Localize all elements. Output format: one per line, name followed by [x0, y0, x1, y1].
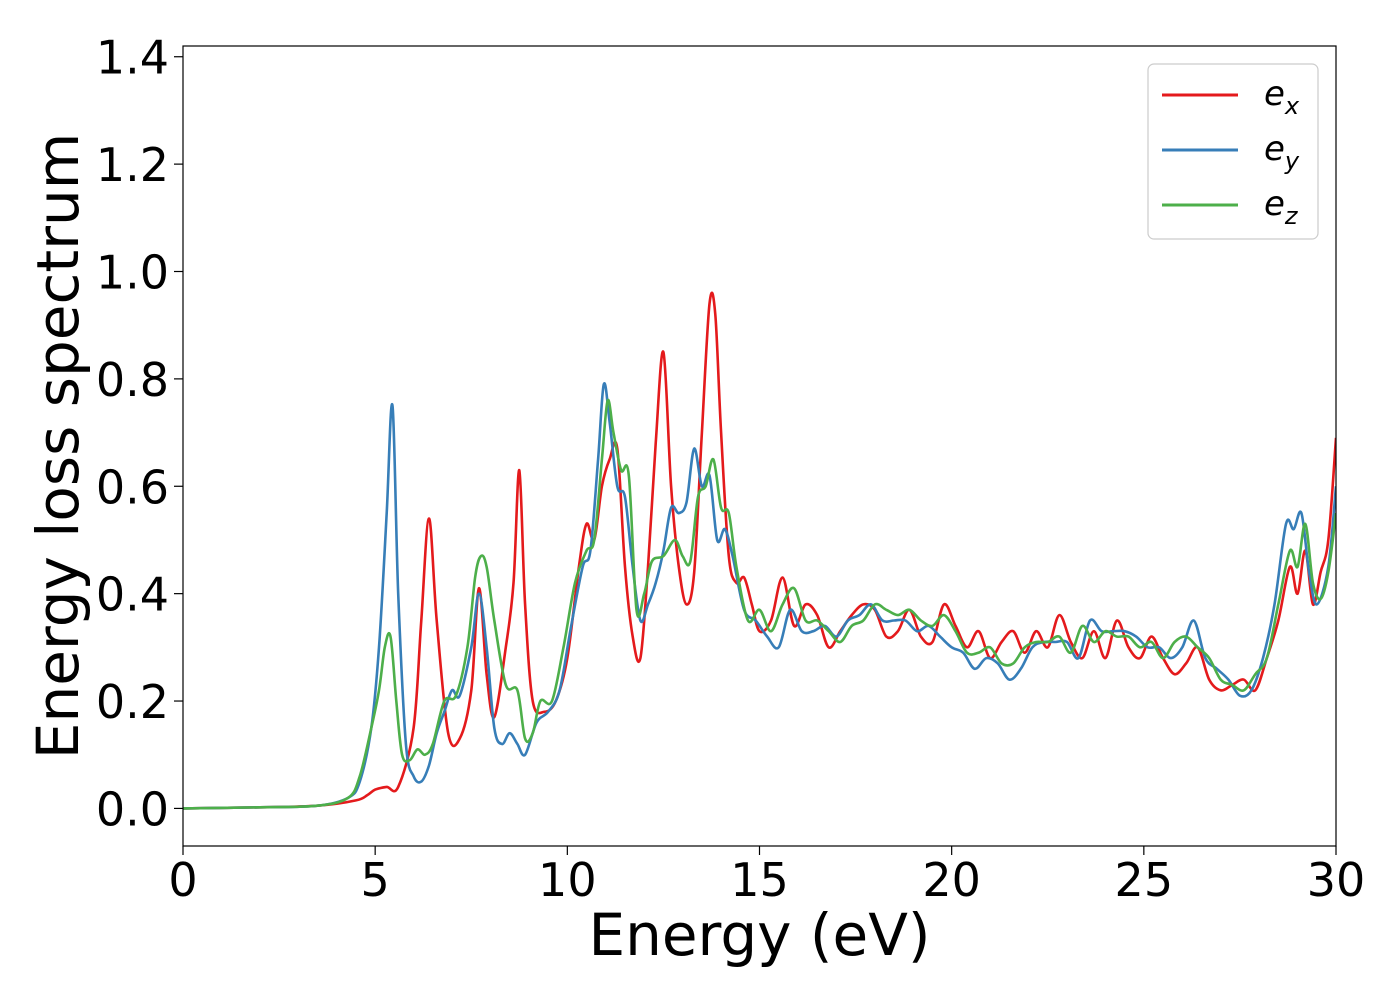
y-tick-label: 1.4	[96, 31, 169, 85]
y-axis: 0.0 0.2 0.4 0.6 0.8 1.0 1.2 1.4	[96, 31, 183, 836]
y-tick-label: 0.4	[96, 568, 169, 622]
x-tick-label: 30	[1307, 853, 1366, 907]
legend-label-subscript: z	[1284, 202, 1299, 230]
legend-label-main: e	[1264, 184, 1285, 224]
legend-label-subscript: y	[1284, 147, 1300, 175]
x-tick-label: 10	[538, 853, 597, 907]
y-axis-title: Energy loss spectrum	[24, 133, 92, 759]
legend-label-x: ex	[1264, 74, 1300, 120]
y-tick-label: 0.6	[96, 460, 169, 514]
legend-label-z: ez	[1264, 184, 1299, 230]
y-tick-label: 0.8	[96, 353, 169, 407]
x-axis: 0 5 10 15 20 25 30	[168, 846, 1365, 907]
y-tick-label: 1.0	[96, 246, 169, 300]
x-tick-label: 15	[730, 853, 789, 907]
series-line-x	[183, 291, 1336, 810]
x-tick-label: 25	[1115, 853, 1174, 907]
y-tick-label: 1.2	[96, 138, 169, 192]
y-tick-label: 0.2	[96, 675, 169, 729]
legend-label-main: e	[1264, 74, 1285, 114]
x-tick-label: 0	[168, 853, 197, 907]
x-tick-label: 5	[361, 853, 390, 907]
series-layer	[183, 291, 1336, 810]
x-axis-title: Energy (eV)	[588, 901, 930, 969]
y-tick-label: 0.0	[96, 782, 169, 836]
legend-label-subscript: x	[1284, 92, 1300, 120]
series-line-y	[183, 382, 1336, 810]
series-line-z	[183, 398, 1336, 810]
x-tick-label: 20	[922, 853, 981, 907]
legend-label-y: ey	[1264, 129, 1300, 175]
legend-label-main: e	[1264, 129, 1285, 169]
